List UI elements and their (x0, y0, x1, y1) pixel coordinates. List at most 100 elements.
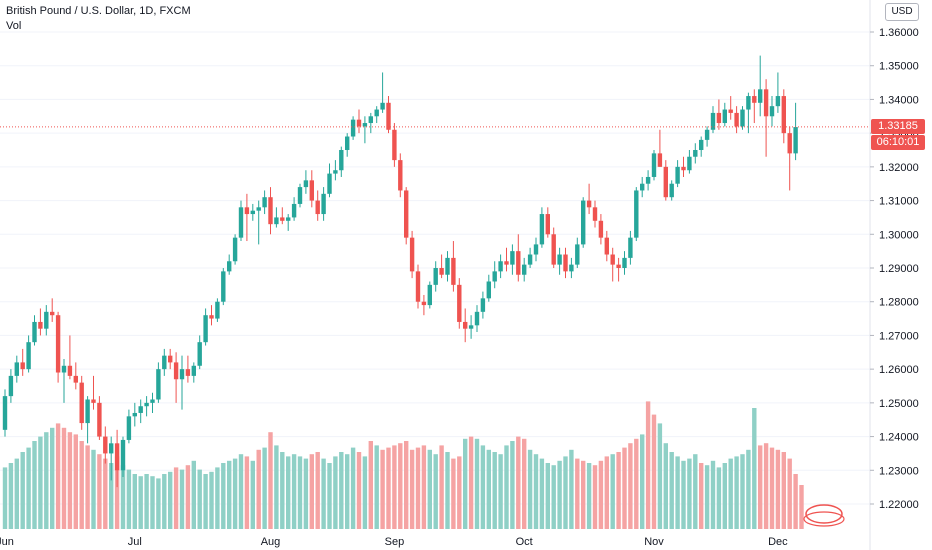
candle (185, 355, 191, 383)
candle (640, 176, 645, 198)
volume-bar (598, 460, 604, 529)
last-price-label: 1.33185 (871, 119, 925, 135)
volume-bar (97, 454, 102, 529)
candle-body (227, 261, 232, 272)
volume-bar (120, 465, 126, 529)
candle-body (38, 321, 43, 329)
candle (716, 99, 722, 130)
volume-legend-label[interactable]: Vol (6, 20, 22, 32)
volume-bar (20, 452, 25, 529)
price-axis[interactable]: 1.360001.350001.340001.330001.320001.310… (870, 27, 919, 511)
volume-bar (592, 465, 598, 529)
volume-bar (286, 456, 291, 529)
candle-body (651, 153, 657, 177)
price-tick-label: 1.30000 (879, 229, 919, 241)
candle-body (250, 210, 255, 215)
candle (179, 355, 185, 410)
volume-bar (291, 454, 297, 529)
volume-bar (38, 436, 43, 529)
candle (675, 160, 680, 188)
candle-body (315, 200, 320, 215)
volume-bar (575, 458, 580, 529)
candle-body (97, 402, 102, 437)
candle-body (109, 443, 114, 454)
candle-body (586, 200, 592, 208)
candle (474, 305, 480, 333)
candle (274, 207, 279, 228)
volume-bar (468, 436, 474, 529)
time-tick-label: Sep (385, 536, 405, 548)
volume-bar (103, 458, 108, 529)
candle (203, 308, 208, 346)
symbol-title[interactable]: British Pound / U.S. Dollar, 1D, FXCM (6, 5, 191, 17)
volume-bar (787, 458, 792, 529)
volume-bar (663, 443, 668, 529)
volume-bar (368, 441, 373, 529)
candle-body (675, 166, 680, 184)
candle (563, 247, 568, 279)
volume-bar (657, 423, 663, 529)
time-tick-label: Aug (261, 536, 281, 548)
candle-body (522, 264, 527, 275)
candle (622, 251, 627, 275)
volume-bar (274, 445, 279, 529)
candle-body (763, 89, 769, 117)
volume-bar (61, 427, 67, 529)
volume-bar (315, 452, 320, 529)
candle (368, 112, 373, 134)
candle-body (138, 406, 143, 413)
volume-bar (215, 467, 220, 529)
volume-bar (439, 445, 444, 529)
volume-bar (44, 432, 49, 529)
candle-body (533, 244, 539, 255)
candle-body (604, 237, 609, 255)
candle (634, 187, 639, 242)
volume-bar (297, 456, 303, 529)
volume-bar (799, 485, 804, 529)
volume-bar (380, 449, 385, 529)
currency-button[interactable]: USD (885, 3, 919, 21)
volume-bar (268, 432, 273, 529)
volume-bar (752, 408, 757, 529)
candle-body (274, 217, 279, 225)
volume-bar (793, 474, 798, 529)
candle-body (622, 257, 627, 268)
volume-bar (498, 454, 503, 529)
candle-body (616, 264, 621, 268)
candle-body (20, 362, 25, 370)
volume-bar (569, 449, 574, 529)
price-tick-label: 1.31000 (879, 196, 919, 208)
candle (645, 170, 651, 191)
candle (699, 136, 704, 157)
candle-body (551, 234, 556, 265)
volume-bar (545, 463, 550, 529)
time-tick-label: Jul (128, 536, 142, 548)
chart-legend: British Pound / U.S. Dollar, 1D, FXCM Vo… (6, 4, 191, 34)
candle (610, 247, 615, 282)
candle-body (392, 129, 397, 161)
time-axis[interactable]: Jun Jul Aug Sep Oct Nov Dec (0, 536, 788, 548)
volume-bar (173, 467, 179, 529)
candle-body (758, 89, 763, 103)
price-tick-label: 1.35000 (879, 61, 919, 73)
candle-body (120, 439, 126, 471)
volume-bar (486, 449, 491, 529)
volume-bar (640, 434, 645, 529)
candle (539, 207, 545, 248)
candle (168, 348, 173, 370)
candle-body (132, 412, 137, 417)
candle (20, 348, 25, 376)
candle-body (427, 284, 432, 306)
volume-bar (392, 445, 397, 529)
candle-body (769, 106, 775, 117)
candle-body (362, 123, 368, 127)
price-candles (2, 55, 798, 488)
candle (657, 129, 663, 167)
candle-body (327, 173, 332, 194)
candle-body (85, 399, 90, 424)
candle (740, 106, 745, 130)
volume-bar (675, 456, 680, 529)
candle-body (61, 365, 67, 373)
price-tick-label: 1.28000 (879, 297, 919, 309)
